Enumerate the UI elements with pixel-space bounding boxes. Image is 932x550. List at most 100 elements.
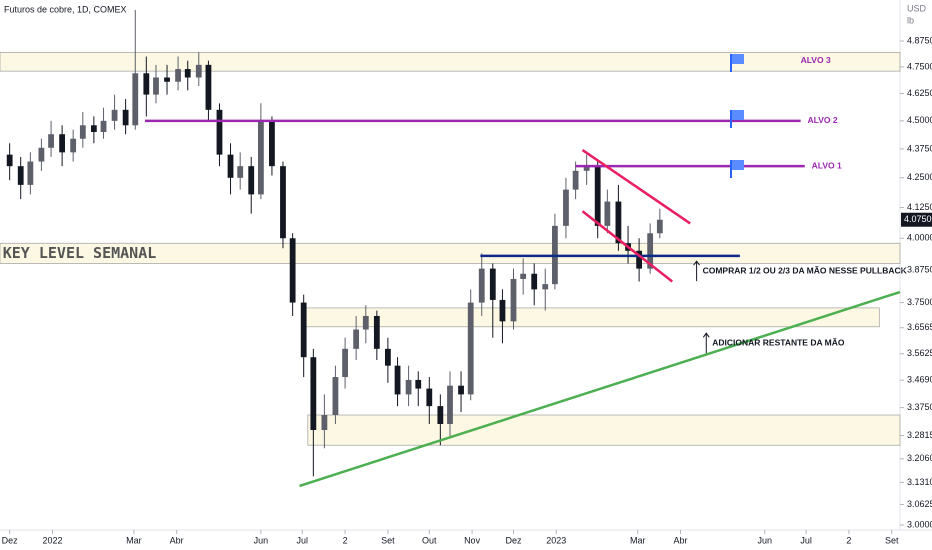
candle-body — [572, 170, 579, 190]
x-tick-label: Jul — [297, 535, 309, 545]
candle-body — [27, 161, 34, 185]
candle-body — [353, 329, 360, 349]
axes: 3.0000 3.0625 3.1310 3.2060 3.2815 3.3750 3.46… — [2, 35, 932, 545]
x-tick-label: Abr — [674, 535, 688, 545]
candle-body — [362, 315, 369, 330]
candle-body — [17, 166, 24, 185]
x-tick-label: Jun — [757, 535, 772, 545]
annotation: ALVO 1 — [812, 160, 842, 170]
chart-title: Futuros de cobre, 1D, COMEX — [4, 4, 127, 14]
candle-body — [164, 77, 170, 82]
y-tick-label: 4.5000 — [907, 115, 932, 125]
candle-body — [332, 377, 339, 416]
y-tick-label: 4.0000 — [907, 233, 932, 243]
y-tick-label: 3.1310 — [907, 477, 932, 487]
candle-body — [489, 268, 496, 300]
candle-body — [6, 154, 13, 167]
candle-body — [510, 278, 517, 322]
candle-body — [384, 348, 391, 366]
candle-body — [499, 299, 506, 322]
candle-body — [269, 120, 275, 167]
candle-body — [175, 69, 181, 82]
candle-body — [583, 166, 590, 171]
candle-body — [90, 125, 97, 132]
y-tick-label: 3.6565 — [907, 322, 932, 332]
candle-body — [257, 120, 264, 195]
candle-body — [415, 379, 422, 389]
candle-body — [216, 109, 223, 155]
candle-body — [656, 219, 663, 234]
y-tick-label: 4.6250 — [907, 88, 932, 98]
candle-body — [520, 273, 527, 279]
candle-body — [227, 154, 234, 178]
candle-body — [38, 147, 45, 162]
candle-body — [426, 388, 433, 407]
trend-line — [581, 210, 674, 283]
unit-label: lb — [907, 15, 914, 25]
y-tick-label: 4.7500 — [907, 61, 932, 71]
last-price-label: 4.0750 — [904, 214, 932, 224]
x-tick-label: Jul — [800, 535, 812, 545]
x-tick-label: Abr — [170, 535, 184, 545]
y-tick-label: 4.2500 — [907, 172, 932, 182]
drawings — [144, 119, 901, 488]
x-tick-label: 2 — [846, 535, 851, 545]
annotation: KEY LEVEL SEMANAL — [3, 244, 157, 262]
candle-body — [594, 166, 601, 226]
y-tick-label: 3.4690 — [907, 375, 932, 385]
x-tick-label: Mar — [630, 535, 646, 545]
x-tick-label: Dez — [505, 535, 522, 545]
x-tick-label: Jun — [254, 535, 269, 545]
candles — [6, 9, 663, 477]
last-price-box — [901, 212, 932, 227]
candle-body — [195, 64, 202, 78]
zone — [0, 242, 901, 264]
candle-body — [237, 166, 244, 178]
x-tick-label: Set — [885, 535, 899, 545]
candle-body — [248, 166, 255, 195]
x-tick-label: Out — [422, 535, 437, 545]
candle-body — [531, 273, 538, 290]
x-tick-label: 2022 — [42, 535, 62, 545]
target-flags — [730, 54, 744, 178]
annotation: ALVO 2 — [808, 115, 838, 125]
candle-body — [111, 109, 118, 121]
candle-body — [59, 134, 66, 153]
x-tick-label: Nov — [464, 535, 481, 545]
candle-body — [615, 201, 622, 244]
annotation: ALVO 3 — [801, 55, 831, 65]
candle-body — [373, 315, 380, 349]
currency-label: USD — [907, 3, 927, 13]
y-tick-label: 3.7500 — [907, 297, 932, 307]
y-tick-label: 4.8750 — [907, 35, 932, 45]
candle-body — [478, 268, 485, 303]
candle-body — [437, 406, 444, 424]
candle-body — [310, 357, 317, 431]
y-tick-label: 3.2815 — [907, 430, 932, 440]
y-tick-label: 4.3750 — [907, 143, 932, 153]
candle-body — [563, 189, 569, 226]
candle-body — [458, 385, 464, 395]
candle-body — [70, 138, 77, 153]
candle-body — [205, 64, 212, 110]
candle-body — [636, 250, 643, 269]
zone — [0, 52, 901, 72]
candle-body — [143, 73, 150, 95]
annotation: ADICIONAR RESTANTE DA MÃO — [712, 338, 845, 348]
x-tick-label: Set — [381, 535, 395, 545]
candle-body — [467, 302, 474, 395]
y-tick-label: 4.1250 — [907, 202, 932, 212]
candle-body — [300, 302, 307, 358]
candle-body — [405, 379, 412, 395]
trend-line — [299, 290, 901, 488]
candle-body — [122, 109, 129, 126]
candle-body — [289, 238, 296, 303]
candle-body — [280, 166, 286, 239]
x-tick-label: 2 — [343, 535, 348, 545]
y-tick-label: 3.3750 — [907, 402, 932, 412]
annotations: ALVO 3 ALVO 2 ALVO 1 KEY LEVEL SEMANAL COMPR… — [3, 55, 908, 354]
trend-line — [581, 149, 691, 225]
y-tick-label: 3.8750 — [907, 264, 932, 274]
